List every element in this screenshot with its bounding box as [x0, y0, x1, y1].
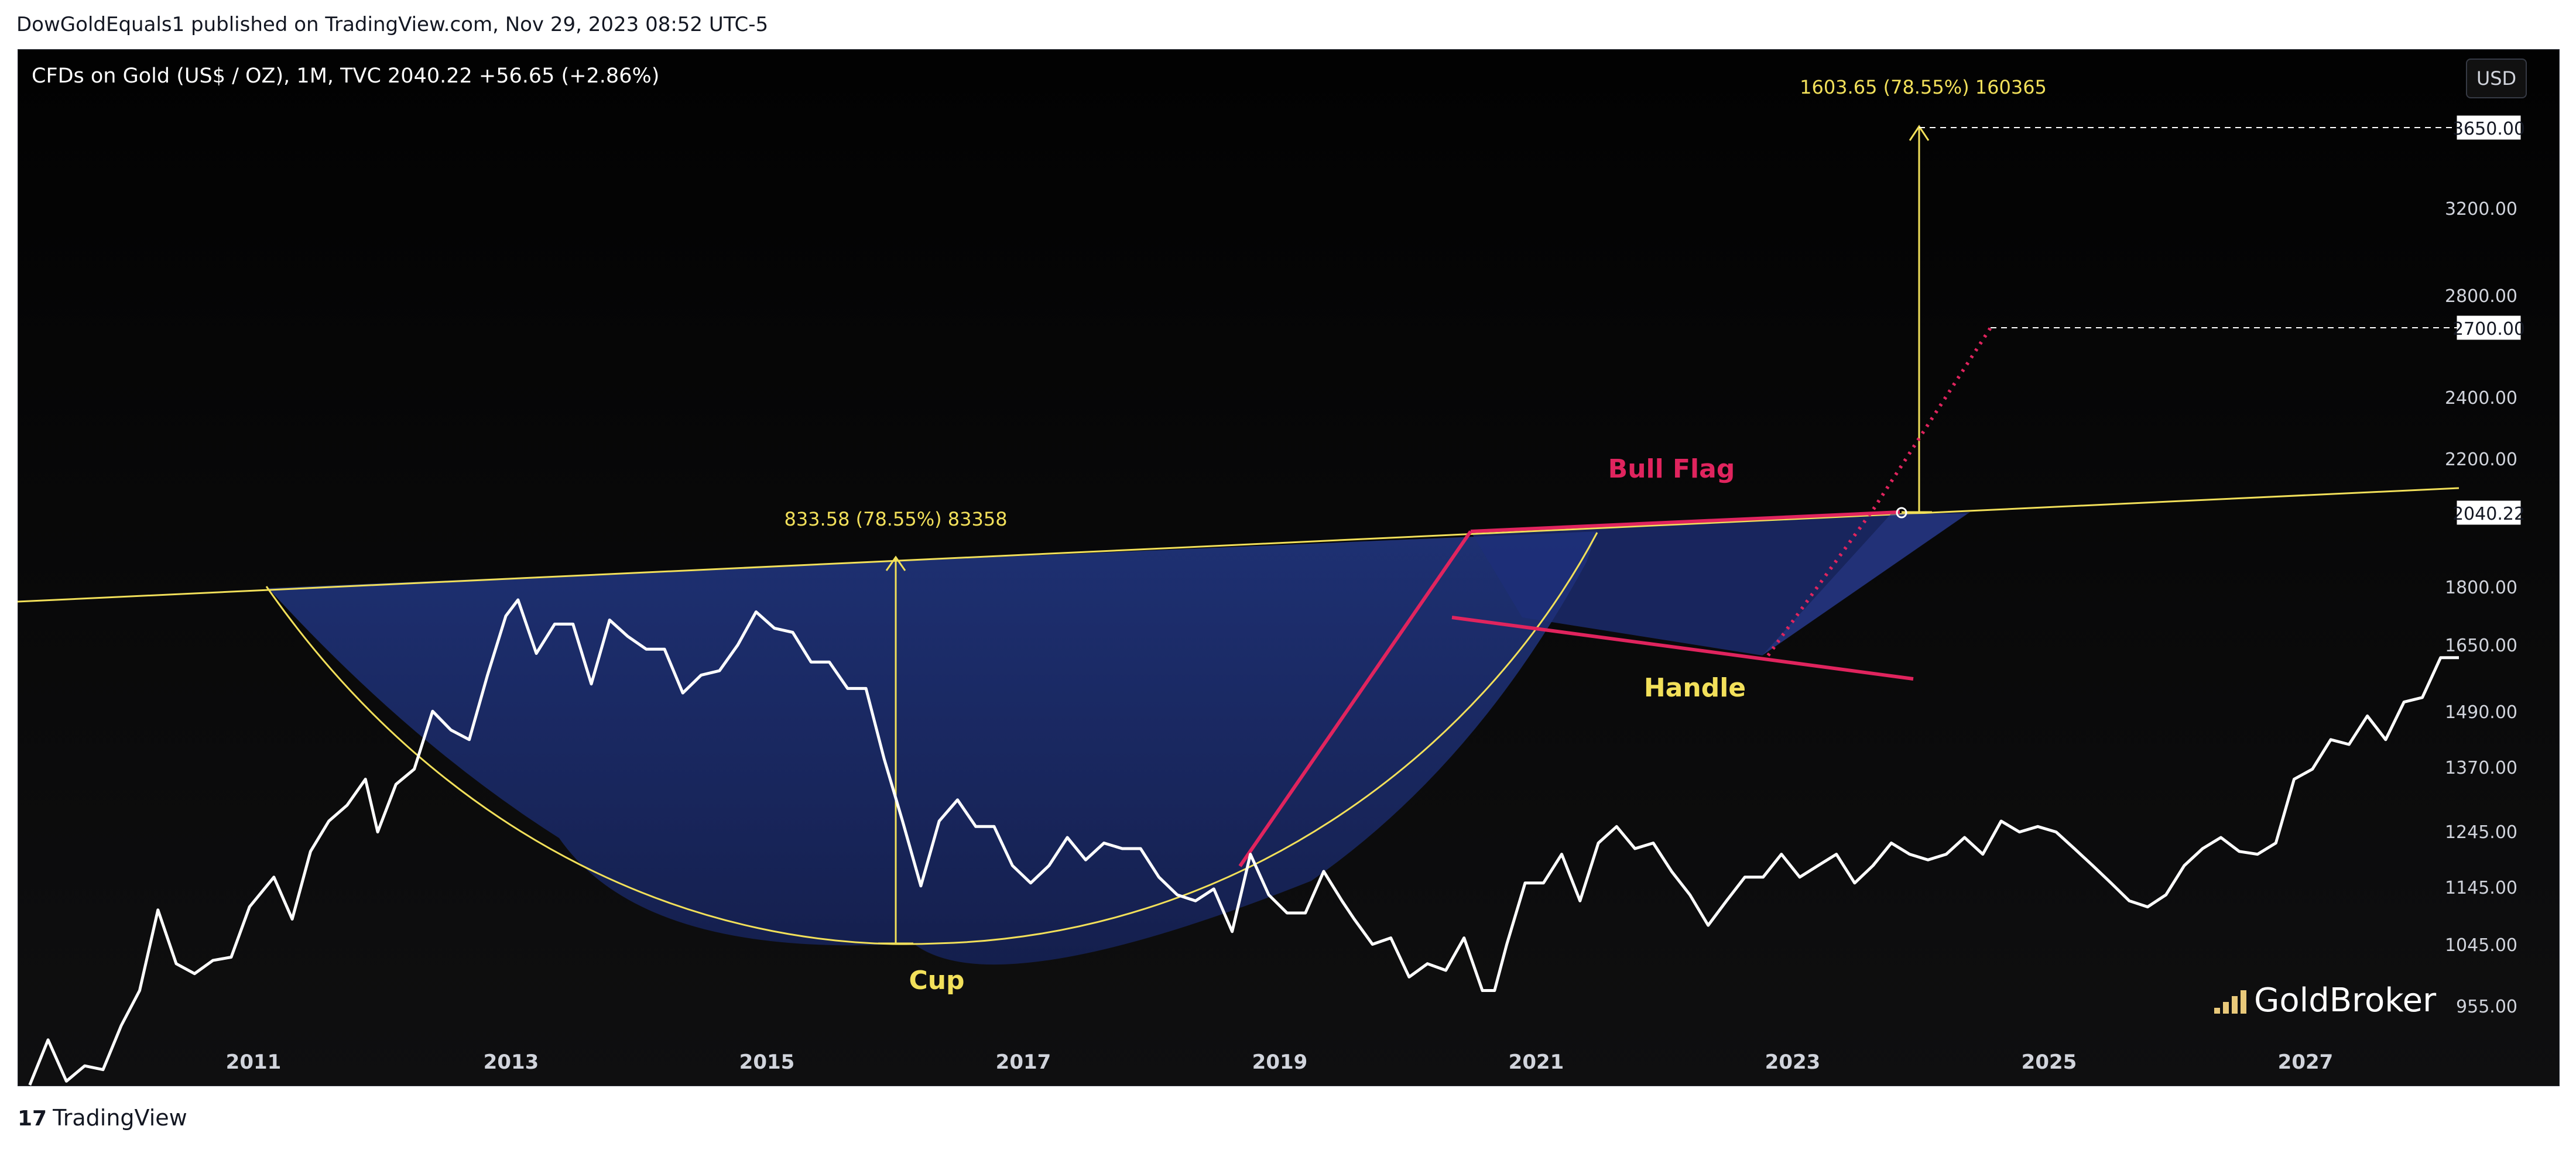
goldbroker-text: GoldBroker — [2254, 981, 2437, 1019]
y-tick-label: 1650.00 — [2445, 636, 2517, 656]
tradingview-logo-icon: 𝟭𝟳 — [18, 1107, 47, 1131]
cup-fill — [268, 531, 1597, 965]
cup-label: Cup — [909, 966, 964, 995]
x-tick-label: 2011 — [226, 1051, 282, 1074]
symbol-legend[interactable]: CFDs on Gold (US$ / OZ), 1M, TVC 2040.22… — [32, 64, 660, 88]
y-tick-label: 1800.00 — [2445, 578, 2517, 598]
handle-label: Handle — [1644, 673, 1746, 703]
price-box-2700: 2700.00 — [2452, 315, 2525, 340]
y-tick-label: 2400.00 — [2445, 388, 2517, 408]
x-tick-label: 2013 — [484, 1051, 539, 1074]
y-tick-label: 955.00 — [2456, 997, 2517, 1017]
rim-line — [17, 487, 2459, 603]
x-tick-label: 2015 — [739, 1051, 795, 1074]
y-tick-label: 2800.00 — [2445, 286, 2517, 307]
y-tick-label: 2200.00 — [2445, 449, 2517, 470]
x-tick-label: 2021 — [1509, 1051, 1564, 1074]
x-tick-label: 2025 — [2022, 1051, 2077, 1074]
target-measure-arrowhead — [1909, 125, 1930, 141]
price-axis[interactable]: 955.00 1045.00 1145.00 1245.00 1370.00 1490.0… — [2445, 199, 2517, 1017]
handle-bottom-line — [1451, 616, 1914, 681]
handle-wedge — [1762, 514, 1967, 655]
tradingview-footer[interactable]: 𝟭𝟳 TradingView — [18, 1105, 187, 1131]
time-axis[interactable]: 2011 2013 2015 2017 2019 2021 2023 2025 2027 — [226, 1051, 2334, 1074]
projection-dotted — [1766, 327, 1992, 657]
y-tick-label: 1370.00 — [2445, 758, 2517, 778]
goldbroker-watermark: GoldBroker — [2214, 981, 2437, 1019]
price-box-current: 2040.22 — [2452, 500, 2525, 525]
bull-flag-label: Bull Flag — [1608, 454, 1735, 484]
cup-arc — [265, 532, 1598, 945]
y-tick-label: 1045.00 — [2445, 935, 2517, 956]
x-tick-label: 2027 — [2278, 1051, 2334, 1074]
price-box-3650: 3650.00 — [2452, 115, 2525, 140]
y-tick-label: 1145.00 — [2445, 878, 2517, 898]
cup-measure-arrowhead — [885, 555, 906, 571]
x-tick-label: 2019 — [1252, 1051, 1308, 1074]
tradingview-brand: TradingView — [53, 1105, 187, 1131]
price-line — [28, 598, 2459, 1086]
y-tick-label: 1490.00 — [2445, 702, 2517, 723]
breakout-marker — [1896, 507, 1907, 519]
publisher-line: DowGoldEquals1 published on TradingView.… — [16, 13, 769, 36]
price-box-3650-text: 3650.00 — [2452, 119, 2525, 139]
flag-pole — [1238, 530, 1472, 867]
target-measure-label: 1603.65 (78.55%) 160365 — [1800, 76, 2047, 98]
price-box-current-text: 2040.22 — [2452, 504, 2525, 524]
currency-button[interactable]: USD — [2466, 59, 2527, 98]
cup-measure-label: 833.58 (78.55%) 83358 — [784, 508, 1007, 530]
price-box-2700-text: 2700.00 — [2452, 319, 2525, 339]
goldbroker-logo-icon — [2214, 990, 2246, 1014]
flag-top-line — [1470, 510, 1900, 533]
x-tick-label: 2017 — [996, 1051, 1051, 1074]
x-tick-label: 2023 — [1765, 1051, 1821, 1074]
y-tick-label: 3200.00 — [2445, 199, 2517, 219]
y-tick-label: 1245.00 — [2445, 822, 2517, 843]
